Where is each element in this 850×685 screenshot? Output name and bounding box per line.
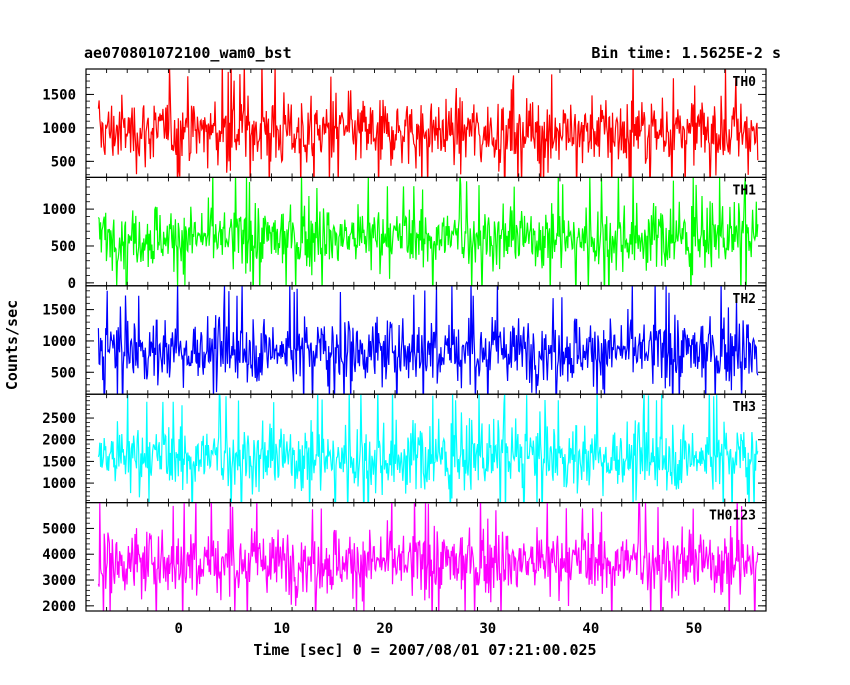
chart-title-right: Bin time: 1.5625E-2 s [591, 44, 781, 62]
panel-label-th1: TH1 [733, 183, 757, 198]
x-axis: 0 10 20 30 40 50 [175, 621, 703, 637]
y-tick-label: 1000 [42, 121, 76, 137]
y-tick-label: 500 [51, 239, 76, 255]
y-tick-label: 1000 [42, 476, 76, 492]
series-line-th2 [97, 285, 759, 395]
y-tick-label: 4000 [42, 547, 76, 563]
panel-frame [85, 502, 767, 612]
y-tick-label: 1500 [42, 303, 76, 319]
y-tick-label: 2000 [42, 599, 76, 615]
y-axis-label: Counts/sec [3, 300, 21, 390]
y-tick-label: 500 [51, 154, 76, 170]
series-line-th3 [97, 394, 759, 503]
y-tick-label: 1500 [42, 87, 76, 103]
series-line-th1 [97, 177, 759, 286]
y-tick-label: 0 [68, 276, 76, 292]
x-tick-label: 10 [273, 621, 290, 637]
panel-label-th0: TH0 [733, 75, 757, 90]
y-tick-label: 2000 [42, 433, 76, 449]
y-tick-label: 1000 [42, 334, 76, 350]
y-tick-label: 3000 [42, 573, 76, 589]
series-line-th0123 [97, 502, 759, 612]
x-tick-label: 20 [376, 621, 393, 637]
y-tick-label: 5000 [42, 521, 76, 537]
x-tick-label: 0 [175, 621, 183, 637]
x-axis-label: Time [sec] 0 = 2007/08/01 07:21:00.025 [253, 641, 596, 659]
y-tick-label: 1000 [42, 202, 76, 218]
panel-label-th2: TH2 [733, 292, 756, 307]
panel-th0: 500 1000 1500 TH0 [42, 68, 767, 179]
panel-th0123: 2000 3000 4000 5000 TH0123 [42, 502, 767, 615]
x-tick-label: 30 [479, 621, 496, 637]
panel-th3: 1000 1500 2000 2500 TH3 [42, 393, 767, 504]
panel-label-th0123: TH0123 [709, 509, 756, 524]
x-tick-label: 50 [685, 621, 702, 637]
y-tick-label: 1500 [42, 454, 76, 470]
panel-th1: 0 500 1000 TH1 [42, 176, 767, 292]
chart-title-left: ae070801072100_wam0_bst [84, 44, 292, 62]
y-tick-label: 2500 [42, 411, 76, 427]
panels-layer: 500 1000 1500 TH0 0 500 1000 TH1 500 1000 1500 TH2 1… [42, 68, 767, 615]
panel-label-th3: TH3 [733, 400, 756, 415]
x-tick-label: 40 [582, 621, 599, 637]
y-tick-label: 500 [51, 365, 76, 381]
series-line-th0 [97, 69, 759, 178]
panel-th2: 500 1000 1500 TH2 [42, 285, 767, 395]
